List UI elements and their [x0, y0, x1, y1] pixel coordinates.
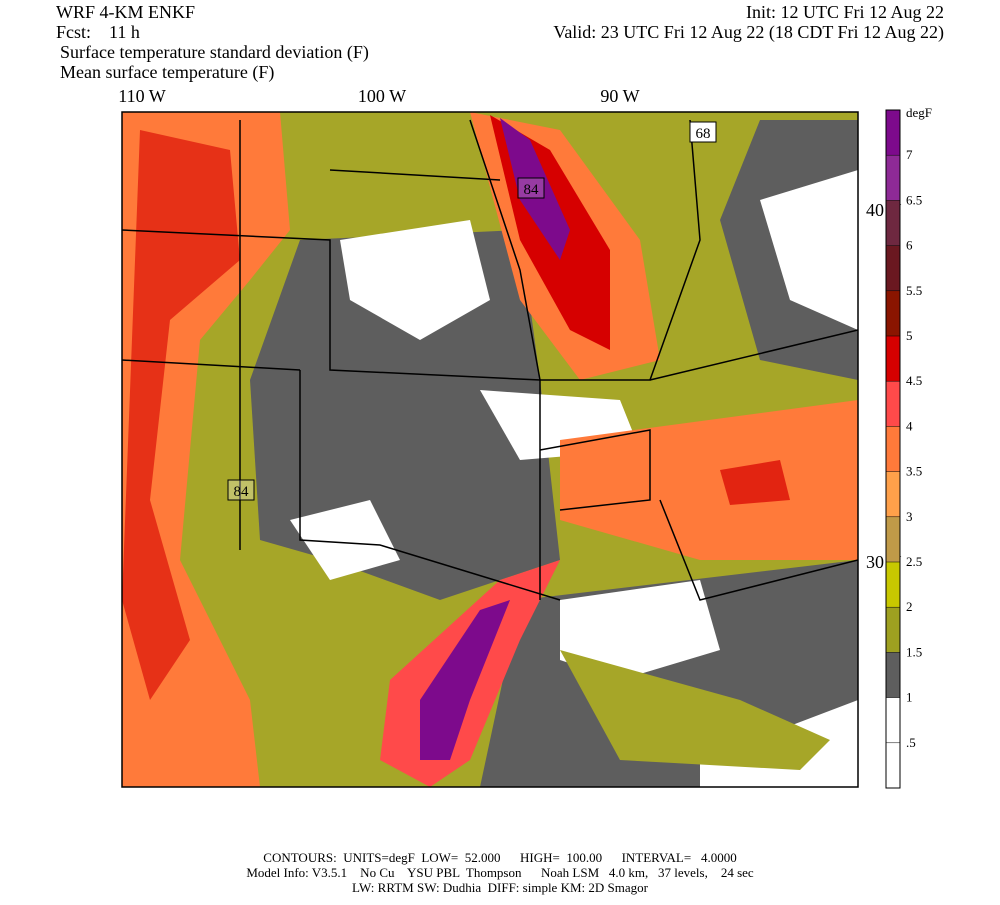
colorbar-label: 5 [906, 328, 913, 343]
colorbar-swatch [886, 426, 900, 472]
colorbar-swatch [886, 155, 900, 201]
contour-label: 68 [696, 126, 711, 142]
lon-label: 110 W [118, 86, 166, 106]
colorbar: degF 76.565.554.543.532.521.51.5 [885, 105, 932, 789]
colorbar-swatch [886, 607, 900, 653]
colorbar-label: .5 [906, 735, 916, 750]
model-name: WRF 4-KM ENKF [56, 2, 195, 22]
colorbar-label: 3.5 [906, 464, 922, 479]
colorbar-swatch [886, 290, 900, 336]
colorbar-label: 2 [906, 599, 913, 614]
lon-label: 90 W [600, 86, 639, 106]
map: 68 84 84 [121, 111, 859, 788]
colorbar-label: 4.5 [906, 373, 922, 388]
forecast-hour: Fcst: 11 h [56, 22, 140, 42]
field-title: Mean surface temperature (F) [60, 62, 274, 83]
valid-time: Valid: 23 UTC Fri 12 Aug 22 (18 CDT Fri … [553, 22, 944, 43]
colorbar-label: 6 [906, 238, 913, 253]
colorbar-label: 4 [906, 418, 913, 433]
contour-label: 84 [524, 182, 540, 198]
colorbar-swatch [886, 471, 900, 517]
colorbar-swatch [886, 200, 900, 246]
colorbar-unit: degF [906, 105, 932, 120]
colorbar-swatch [886, 381, 900, 427]
footer-line: Model Info: V3.5.1 No Cu YSU PBL Thompso… [246, 865, 754, 880]
lon-label: 100 W [358, 86, 406, 106]
colorbar-swatch [886, 516, 900, 562]
field-title: Surface temperature standard deviation (… [60, 42, 369, 63]
colorbar-label: 2.5 [906, 554, 922, 569]
colorbar-swatch [886, 110, 900, 156]
colorbar-swatch [886, 652, 900, 698]
colorbar-label: 6.5 [906, 192, 922, 207]
colorbar-swatch [886, 697, 900, 743]
colorbar-swatch [886, 336, 900, 382]
colorbar-swatch [886, 562, 900, 608]
footer-line: CONTOURS: UNITS=degF LOW= 52.000 HIGH= 1… [263, 850, 736, 865]
colorbar-label: 7 [906, 147, 913, 162]
colorbar-label: 1.5 [906, 644, 922, 659]
colorbar-label: 3 [906, 509, 913, 524]
footer-line: LW: RRTM SW: Dudhia DIFF: simple KM: 2D … [352, 880, 649, 895]
colorbar-label: 1 [906, 690, 913, 705]
colorbar-frame [885, 109, 901, 789]
colorbar-swatch [886, 742, 900, 788]
contour-label: 84 [234, 484, 250, 500]
colorbar-label: 5.5 [906, 283, 922, 298]
init-time: Init: 12 UTC Fri 12 Aug 22 [746, 2, 944, 22]
colorbar-swatch [886, 245, 900, 291]
